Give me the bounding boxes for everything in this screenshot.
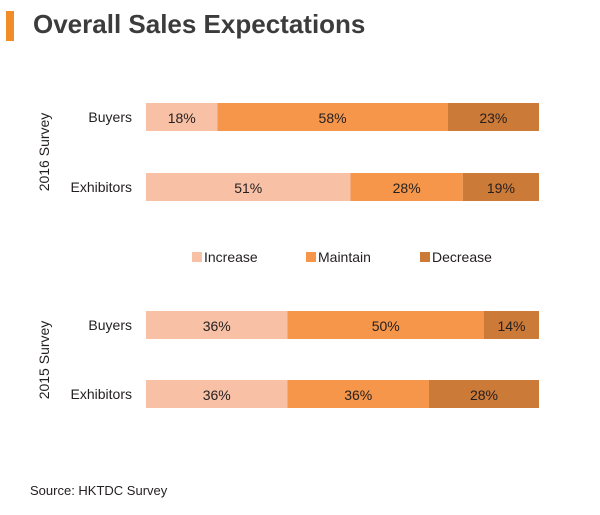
row-label: Exhibitors bbox=[71, 179, 132, 195]
bar-segment bbox=[483, 311, 539, 339]
source-note: Source: HKTDC Survey bbox=[30, 483, 168, 498]
legend-swatch bbox=[192, 252, 202, 262]
legend-label: Maintain bbox=[318, 249, 371, 265]
chart-title: Overall Sales Expectations bbox=[33, 9, 366, 39]
data-label: 36% bbox=[344, 387, 372, 403]
row-label: Exhibitors bbox=[71, 386, 132, 402]
row-label: Buyers bbox=[88, 109, 132, 125]
row-label: Buyers bbox=[88, 317, 132, 333]
data-label: 58% bbox=[319, 110, 347, 126]
bar-segment bbox=[146, 380, 288, 408]
legend-swatch bbox=[420, 252, 430, 262]
data-label: 19% bbox=[487, 180, 515, 196]
bar-segment bbox=[146, 311, 288, 339]
data-label: 28% bbox=[470, 387, 498, 403]
group-label: 2015 Survey bbox=[36, 321, 52, 400]
bar-segment bbox=[447, 103, 539, 131]
bar-segment bbox=[217, 103, 448, 131]
bar-segment bbox=[146, 173, 351, 201]
legend-label: Decrease bbox=[432, 249, 492, 265]
data-label: 51% bbox=[234, 180, 262, 196]
data-label: 28% bbox=[393, 180, 421, 196]
data-label: 50% bbox=[372, 318, 400, 334]
data-label: 36% bbox=[203, 387, 231, 403]
data-label: 18% bbox=[168, 110, 196, 126]
data-label: 36% bbox=[203, 318, 231, 334]
bar-segment bbox=[146, 103, 218, 131]
group-label: 2016 Survey bbox=[36, 113, 52, 192]
legend-label: Increase bbox=[204, 249, 258, 265]
legend-swatch bbox=[306, 252, 316, 262]
bar-segment bbox=[287, 380, 429, 408]
bar-segment bbox=[428, 380, 539, 408]
bar-segment bbox=[350, 173, 463, 201]
data-label: 23% bbox=[479, 110, 507, 126]
bar-segment bbox=[462, 173, 539, 201]
bar-segment bbox=[287, 311, 484, 339]
data-label: 14% bbox=[497, 318, 525, 334]
title-accent-bar bbox=[6, 11, 14, 41]
